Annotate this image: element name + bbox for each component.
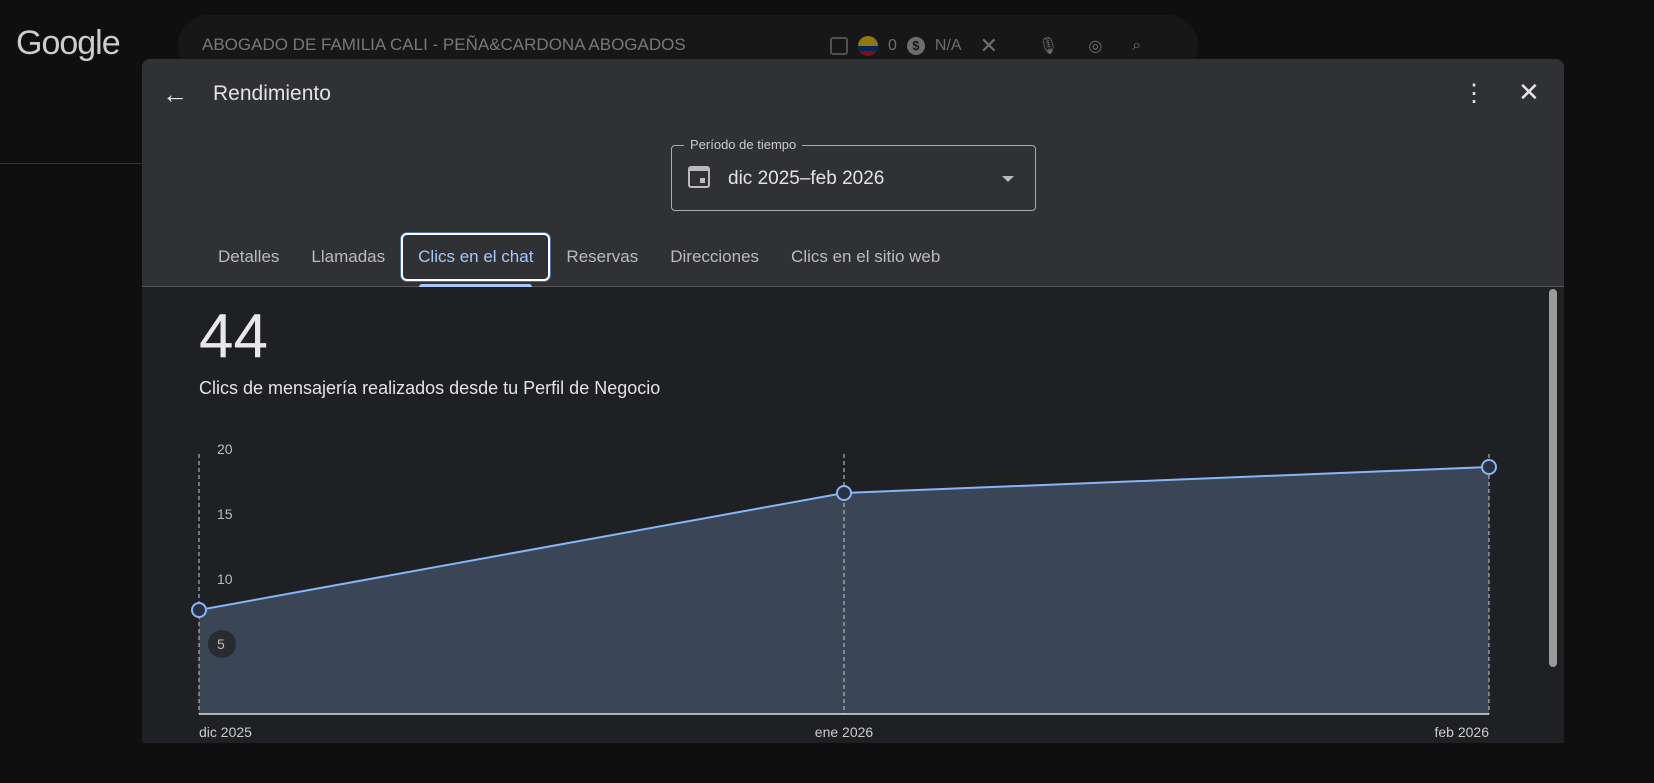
y-tick-label: 15	[217, 506, 233, 522]
count: 0	[888, 37, 897, 54]
dialog-header: ← Rendimiento ⋮ ✕ Período de tiempo dic …	[142, 59, 1564, 287]
microphone-icon[interactable]: 🎙	[1038, 38, 1059, 55]
tab-direcciones[interactable]: Direcciones	[670, 247, 760, 266]
search-icon[interactable]: ⌕	[1132, 37, 1142, 54]
more-options-icon[interactable]: ⋮	[1462, 80, 1486, 107]
tab-detalles[interactable]: Detalles	[218, 247, 280, 266]
y-tick-badge	[208, 630, 236, 658]
x-tick-label: ene 2026	[815, 724, 874, 740]
lens-icon[interactable]: ◎	[1088, 38, 1103, 55]
scrollbar[interactable]	[1549, 289, 1557, 667]
data-point	[1481, 459, 1497, 475]
tab-clics-sitio-web[interactable]: Clics en el sitio web	[791, 247, 941, 266]
checkbox[interactable]	[830, 37, 848, 55]
divider	[0, 163, 142, 164]
dialog-title: Rendimiento	[213, 82, 331, 105]
y-tick-label: 5	[217, 636, 225, 652]
data-point	[836, 485, 852, 501]
tab-reservas[interactable]: Reservas	[566, 247, 639, 266]
x-tick-label: dic 2025	[199, 724, 252, 740]
tab-llamadas[interactable]: Llamadas	[311, 247, 386, 266]
clear-icon[interactable]: ✕	[979, 33, 999, 58]
y-tick-label: 20	[217, 441, 233, 457]
colombia-flag-icon	[858, 36, 878, 56]
calendar-icon	[688, 166, 710, 188]
chart: dic 2025 ene 2026 feb 2026 20 15 10 5	[191, 441, 1497, 740]
period-value: dic 2025–feb 2026	[728, 168, 885, 189]
price: N/A	[934, 37, 962, 54]
google-logo[interactable]: Google	[16, 24, 121, 62]
performance-dialog: ← Rendimiento ⋮ ✕ Período de tiempo dic …	[142, 59, 1564, 743]
total-value: 44	[199, 302, 268, 371]
period-label: Período de tiempo	[684, 137, 803, 152]
y-tick-label: 10	[217, 571, 233, 587]
search-query[interactable]: ABOGADO DE FAMILIA CALI - PEÑA&CARDONA A…	[202, 35, 686, 54]
back-arrow-icon[interactable]: ←	[162, 79, 188, 109]
tabs: Detalles Llamadas Clics en el chat Reser…	[202, 233, 956, 287]
tab-clics-chat[interactable]: Clics en el chat	[401, 233, 551, 287]
period-select[interactable]: Período de tiempo dic 2025–feb 2026	[671, 137, 1036, 211]
metric-description: Clics de mensajería realizados desde tu …	[199, 378, 661, 398]
close-icon[interactable]: ✕	[1518, 77, 1540, 107]
data-point	[191, 602, 207, 618]
dropdown-arrow-icon	[1002, 176, 1014, 182]
x-tick-label: feb 2026	[1435, 724, 1490, 740]
dollar-icon: $	[906, 37, 925, 55]
